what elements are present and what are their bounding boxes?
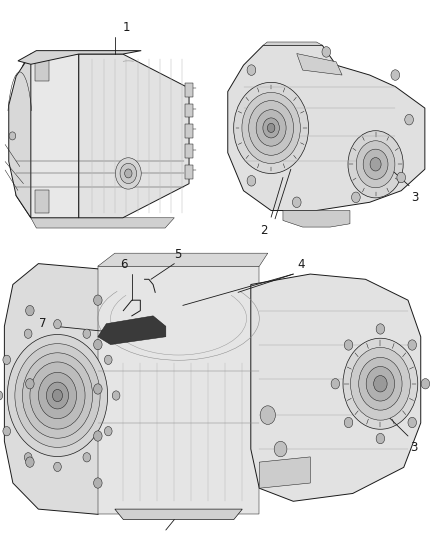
Circle shape bbox=[104, 355, 112, 365]
Circle shape bbox=[249, 101, 293, 155]
Circle shape bbox=[15, 344, 100, 447]
Circle shape bbox=[125, 169, 132, 178]
Circle shape bbox=[104, 426, 112, 436]
Circle shape bbox=[344, 417, 353, 427]
Circle shape bbox=[247, 175, 256, 186]
Circle shape bbox=[83, 453, 91, 462]
Circle shape bbox=[263, 118, 279, 138]
Circle shape bbox=[408, 340, 417, 350]
Circle shape bbox=[408, 417, 417, 427]
Circle shape bbox=[54, 319, 61, 329]
Circle shape bbox=[370, 158, 381, 171]
Circle shape bbox=[94, 431, 102, 441]
Circle shape bbox=[0, 391, 3, 400]
Circle shape bbox=[359, 357, 402, 410]
Circle shape bbox=[112, 391, 120, 400]
Polygon shape bbox=[35, 59, 49, 82]
Text: 5: 5 bbox=[174, 248, 182, 261]
Polygon shape bbox=[4, 264, 115, 514]
Bar bbox=[185, 124, 193, 138]
Circle shape bbox=[94, 340, 102, 350]
Circle shape bbox=[260, 406, 276, 424]
Text: 3: 3 bbox=[411, 191, 418, 204]
Text: 2: 2 bbox=[260, 224, 267, 237]
Circle shape bbox=[25, 305, 34, 316]
Circle shape bbox=[376, 433, 385, 444]
Circle shape bbox=[391, 70, 399, 80]
Polygon shape bbox=[115, 509, 242, 520]
Polygon shape bbox=[98, 266, 259, 514]
Circle shape bbox=[25, 457, 34, 467]
Circle shape bbox=[405, 115, 413, 125]
Circle shape bbox=[293, 197, 301, 207]
Circle shape bbox=[234, 82, 308, 174]
Circle shape bbox=[376, 324, 385, 334]
Polygon shape bbox=[228, 45, 425, 211]
Circle shape bbox=[350, 348, 410, 420]
Circle shape bbox=[25, 453, 32, 462]
Circle shape bbox=[356, 141, 395, 188]
Polygon shape bbox=[297, 54, 342, 75]
Text: 7: 7 bbox=[39, 317, 47, 330]
Circle shape bbox=[22, 353, 92, 438]
Circle shape bbox=[352, 192, 360, 203]
Circle shape bbox=[94, 384, 102, 394]
Circle shape bbox=[3, 355, 11, 365]
Circle shape bbox=[344, 340, 353, 350]
Circle shape bbox=[54, 462, 61, 472]
Circle shape bbox=[120, 163, 137, 183]
Circle shape bbox=[3, 426, 11, 436]
Circle shape bbox=[322, 47, 331, 57]
Circle shape bbox=[46, 382, 68, 409]
Circle shape bbox=[421, 378, 430, 389]
Circle shape bbox=[343, 338, 418, 429]
Circle shape bbox=[116, 158, 141, 189]
Circle shape bbox=[83, 329, 91, 338]
Circle shape bbox=[366, 367, 395, 401]
Bar bbox=[185, 144, 193, 158]
Polygon shape bbox=[283, 211, 350, 227]
Circle shape bbox=[363, 149, 388, 180]
Circle shape bbox=[242, 92, 300, 164]
Circle shape bbox=[25, 329, 32, 338]
Polygon shape bbox=[79, 54, 189, 218]
Circle shape bbox=[247, 65, 256, 75]
Polygon shape bbox=[18, 51, 141, 64]
Bar bbox=[185, 83, 193, 96]
Polygon shape bbox=[9, 54, 31, 218]
Text: 4: 4 bbox=[297, 259, 305, 271]
Bar bbox=[185, 103, 193, 117]
Polygon shape bbox=[259, 457, 310, 488]
Circle shape bbox=[53, 390, 63, 401]
Polygon shape bbox=[263, 42, 322, 45]
Polygon shape bbox=[31, 218, 174, 228]
Polygon shape bbox=[251, 274, 421, 501]
Circle shape bbox=[331, 378, 339, 389]
Circle shape bbox=[374, 376, 387, 392]
Circle shape bbox=[30, 362, 85, 429]
Text: 3: 3 bbox=[410, 441, 417, 454]
Polygon shape bbox=[98, 253, 268, 266]
Circle shape bbox=[94, 478, 102, 488]
Circle shape bbox=[7, 335, 108, 457]
Polygon shape bbox=[98, 316, 166, 344]
Circle shape bbox=[348, 131, 403, 198]
Text: 1: 1 bbox=[123, 21, 131, 34]
Circle shape bbox=[25, 378, 34, 389]
Circle shape bbox=[397, 172, 406, 183]
Circle shape bbox=[274, 441, 287, 457]
Circle shape bbox=[267, 123, 275, 133]
Bar bbox=[185, 165, 193, 179]
Circle shape bbox=[94, 295, 102, 305]
Circle shape bbox=[9, 132, 16, 140]
Circle shape bbox=[256, 110, 286, 146]
Circle shape bbox=[39, 373, 77, 419]
Polygon shape bbox=[16, 54, 79, 218]
Text: 6: 6 bbox=[120, 259, 127, 271]
Polygon shape bbox=[35, 190, 49, 213]
